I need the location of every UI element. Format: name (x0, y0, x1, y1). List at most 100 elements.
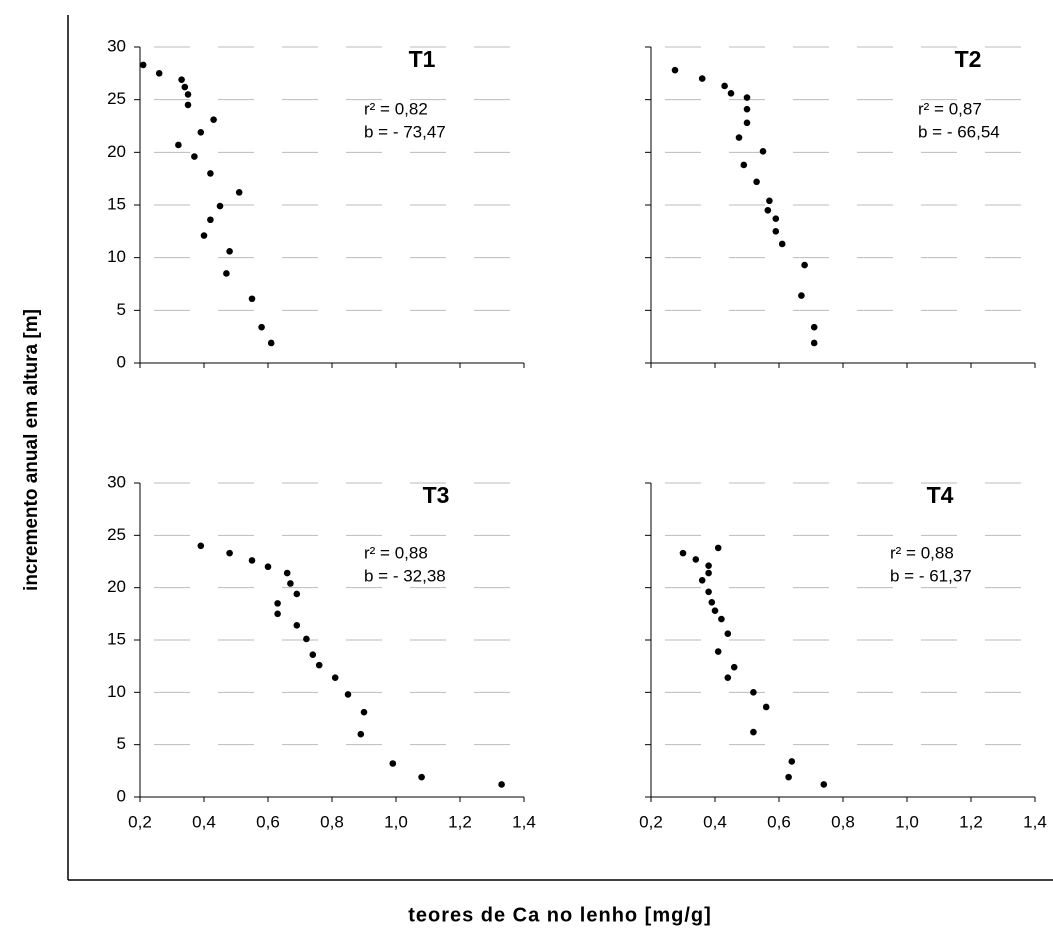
point (671, 66, 679, 74)
y-tick-label: 25 (107, 89, 126, 108)
y-tick-label: 10 (107, 247, 126, 266)
point (705, 569, 712, 577)
point (705, 588, 712, 596)
y-tick-label: 15 (107, 194, 126, 213)
point (788, 758, 796, 765)
point (293, 590, 301, 598)
x-axis-label: teores de Ca no lenho [mg/g] (408, 904, 712, 926)
x-tick-label: 0,8 (831, 812, 855, 831)
panel-title: T2 (955, 46, 982, 72)
x-tick-label: 1,4 (1023, 812, 1047, 831)
annotation: r² = 0,87 (918, 99, 982, 118)
point (184, 91, 192, 98)
point (210, 116, 217, 123)
point (743, 94, 751, 101)
point (344, 691, 352, 698)
y-tick-label: 0 (117, 352, 126, 371)
point (274, 610, 281, 618)
point (743, 119, 751, 127)
point (226, 549, 233, 557)
x-tick-label: 1,0 (895, 812, 919, 831)
y-tick-label: 30 (107, 472, 126, 491)
annotation: b = - 73,47 (364, 122, 446, 141)
point (360, 708, 368, 716)
point (264, 563, 272, 571)
point (798, 292, 805, 299)
y-tick-label: 15 (107, 629, 126, 648)
point (708, 599, 716, 606)
point (191, 153, 198, 160)
point (283, 569, 291, 577)
point (498, 781, 505, 788)
point (267, 339, 275, 347)
point (801, 261, 808, 269)
y-tick-label: 10 (107, 682, 126, 701)
point (155, 70, 163, 77)
point (772, 228, 780, 235)
x-tick-label: 1,0 (384, 812, 408, 831)
point (248, 295, 256, 303)
annotation: r² = 0,82 (364, 99, 428, 118)
point (724, 674, 732, 681)
point (309, 651, 317, 658)
point (724, 630, 732, 638)
annotation: b = - 32,38 (364, 566, 446, 585)
point (197, 542, 205, 550)
point (759, 147, 767, 155)
annotation: r² = 0,88 (890, 543, 954, 562)
point (200, 232, 208, 239)
point (740, 161, 748, 169)
x-tick-label: 0,2 (639, 812, 663, 831)
panel-title: T1 (409, 46, 436, 72)
point (184, 101, 192, 109)
point (721, 82, 728, 90)
point (274, 600, 281, 607)
point (705, 562, 712, 569)
x-tick-label: 0,2 (128, 812, 152, 831)
point (223, 270, 230, 277)
annotation: b = - 61,37 (890, 566, 972, 585)
y-tick-label: 0 (117, 786, 126, 805)
point (750, 728, 757, 736)
x-tick-label: 1,2 (959, 812, 983, 831)
point (178, 76, 185, 83)
x-tick-label: 0,6 (767, 812, 791, 831)
point (764, 206, 772, 214)
point (753, 178, 760, 186)
panel-title: T3 (423, 482, 450, 508)
point (785, 773, 792, 781)
point (315, 661, 323, 669)
point (820, 781, 828, 788)
point (139, 61, 147, 69)
point (762, 703, 770, 711)
point (175, 141, 182, 149)
point (727, 90, 735, 97)
point (389, 760, 397, 767)
point (418, 773, 425, 781)
panel-title: T4 (927, 482, 954, 508)
point (772, 215, 780, 222)
point (226, 248, 233, 255)
y-tick-label: 20 (107, 142, 126, 161)
x-tick-label: 0,4 (192, 812, 216, 831)
point (197, 129, 205, 136)
y-tick-label: 5 (117, 734, 126, 753)
point (810, 323, 818, 331)
point (303, 635, 310, 643)
point (718, 615, 725, 623)
y-tick-label: 20 (107, 577, 126, 596)
point (293, 622, 301, 629)
point (750, 689, 757, 696)
point (357, 730, 365, 738)
point (207, 170, 214, 177)
point (698, 75, 706, 82)
point (258, 323, 265, 331)
point (207, 216, 214, 224)
y-tick-label: 25 (107, 525, 126, 544)
point (743, 105, 751, 113)
y-axis-label: incremento anual em altura [m] (21, 309, 42, 591)
x-tick-label: 0,4 (703, 812, 727, 831)
point (181, 83, 189, 91)
point (730, 663, 738, 671)
